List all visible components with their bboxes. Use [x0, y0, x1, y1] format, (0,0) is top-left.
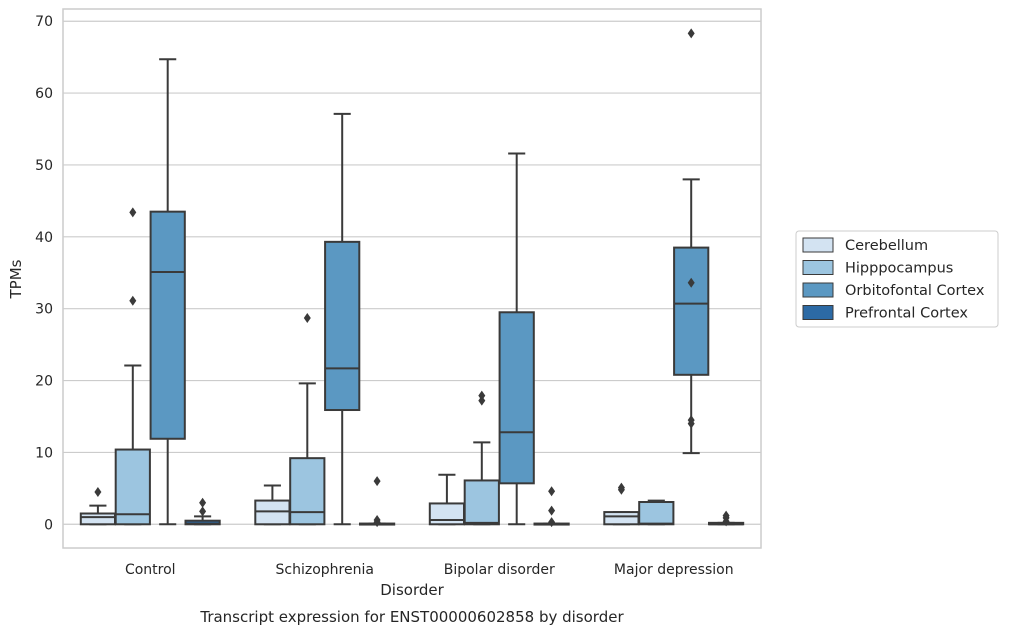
x-tick-labels: Control Schizophrenia Bipolar disorder Majo…	[125, 562, 734, 578]
box-prefrontal-cortex	[533, 486, 570, 528]
iqr-box	[254, 499, 291, 526]
outlier-point	[303, 313, 311, 324]
iqr-box	[324, 240, 361, 412]
outlier-point	[548, 486, 556, 497]
outlier-point	[687, 415, 695, 426]
iqr-box	[428, 502, 466, 526]
y-tick-label: 70	[35, 14, 53, 30]
legend: Cerebellum Hipppocampus Orbitofontal Corte…	[795, 230, 999, 328]
legend-label: Hipppocampus	[845, 261, 953, 277]
legend-label: Prefrontal Cortex	[845, 306, 968, 322]
y-tick-label: 30	[35, 302, 53, 318]
x-tick-label: Bipolar disorder	[444, 562, 555, 578]
outlier-point	[478, 390, 486, 401]
box-cerebellum	[603, 482, 640, 526]
outlier-point	[373, 514, 381, 525]
y-axis-label: TPMs	[7, 259, 25, 299]
outlier-point	[129, 295, 137, 306]
box-cerebellum	[428, 473, 466, 526]
outlier-point	[94, 486, 102, 497]
outlier-point	[617, 482, 625, 493]
legend-label: Orbitofontal Cortex	[845, 283, 985, 299]
iqr-box	[79, 512, 117, 526]
outlier-point	[478, 395, 486, 406]
x-tick-label: Schizophrenia	[276, 562, 374, 578]
plot-frame	[62, 8, 762, 549]
x-tick-label: Control	[125, 562, 176, 578]
outlier-point	[373, 476, 381, 487]
iqr-box	[673, 246, 710, 376]
y-tick-label: 50	[35, 158, 53, 174]
box-hipppocampus	[638, 499, 675, 526]
outlier-point	[129, 207, 137, 218]
y-tick-label: 60	[35, 86, 53, 102]
box-orbitofontal-cortex	[149, 58, 186, 526]
legend-swatch	[802, 305, 834, 320]
box-hipppocampus	[114, 207, 151, 526]
legend-swatch	[802, 282, 834, 298]
iqr-box	[498, 311, 535, 485]
outlier-point	[687, 277, 695, 288]
box-hipppocampus	[463, 390, 500, 526]
iqr-box	[149, 210, 186, 440]
x-axis-label: Disorder	[380, 581, 444, 599]
outlier-point	[199, 506, 207, 517]
legend-frame	[795, 230, 999, 328]
iqr-box	[603, 511, 640, 526]
x-tick-label: Major depression	[614, 562, 734, 578]
plot-area	[79, 28, 745, 528]
iqr-box	[114, 448, 151, 526]
outlier-point	[548, 517, 556, 528]
y-tick-label: 20	[35, 374, 53, 390]
y-tick-label: 10	[35, 445, 53, 461]
iqr-box	[289, 457, 326, 526]
box-orbitofontal-cortex	[498, 152, 535, 526]
legend-swatch	[802, 260, 834, 275]
box-prefrontal-cortex	[707, 510, 745, 527]
y-tick-labels: 0 10 20 30 40 50 60 70	[35, 14, 53, 533]
outlier-point	[548, 505, 556, 516]
box-hipppocampus	[289, 313, 326, 526]
box-orbitofontal-cortex	[324, 112, 361, 526]
box-prefrontal-cortex	[184, 497, 221, 526]
outlier-point	[722, 510, 730, 521]
legend-swatch	[802, 237, 834, 253]
outlier-point	[199, 497, 207, 508]
y-tick-label: 0	[44, 517, 53, 533]
box-orbitofontal-cortex	[673, 28, 710, 455]
box-prefrontal-cortex	[358, 476, 396, 528]
iqr-box	[463, 479, 500, 526]
outlier-point	[687, 28, 695, 39]
legend-label: Cerebellum	[845, 238, 928, 254]
chart-caption: Transcript expression for ENST0000060285…	[199, 608, 624, 626]
y-tick-label: 40	[35, 230, 53, 246]
iqr-box	[638, 501, 675, 526]
